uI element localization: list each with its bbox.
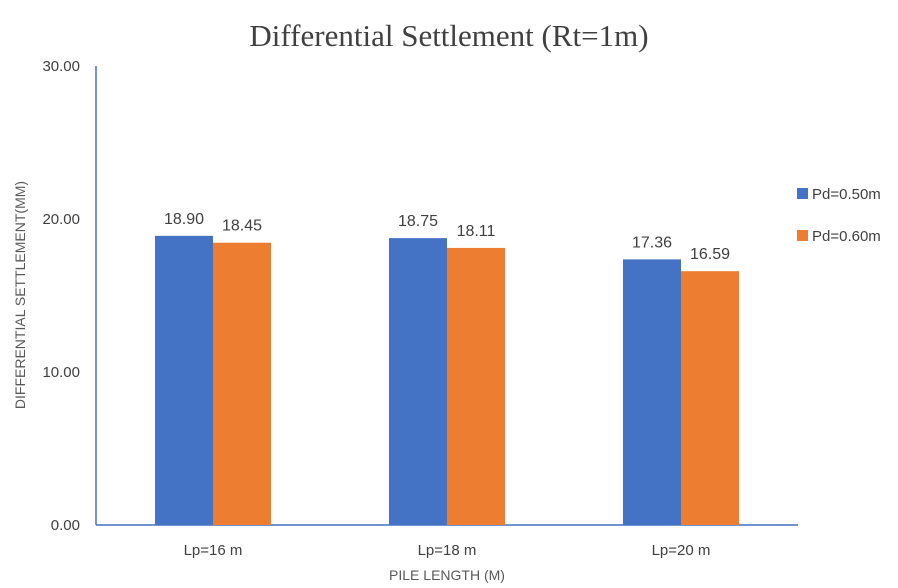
x-category-label: Lp=20 m xyxy=(652,542,711,559)
bar-pd-0-60m-lp-16-m xyxy=(213,242,271,525)
data-label: 18.45 xyxy=(222,218,262,235)
legend-swatch xyxy=(797,188,808,199)
data-label: 18.75 xyxy=(398,213,438,230)
bar-pd-0-60m-lp-18-m xyxy=(447,247,505,526)
x-axis-title: PILE LENGTH (M) xyxy=(389,567,505,583)
bar-pd-0-50m-lp-18-m xyxy=(389,238,447,525)
data-label: 18.90 xyxy=(164,211,204,228)
legend: Pd=0.50m Pd=0.60m xyxy=(797,186,881,245)
x-category-labels: Lp=16 m Lp=18 m Lp=20 m xyxy=(184,542,711,559)
y-axis-title: DIFFERENTIAL SETTLEMENT(MM) xyxy=(12,181,28,409)
legend-swatch xyxy=(797,230,808,241)
data-label: 17.36 xyxy=(632,234,672,251)
x-category-label: Lp=16 m xyxy=(184,542,243,559)
y-tick-label: 30.00 xyxy=(42,58,80,75)
y-tick-label: 0.00 xyxy=(51,517,80,534)
legend-label: Pd=0.50m xyxy=(812,186,881,203)
y-tick-labels: 0.00 10.00 20.00 30.00 xyxy=(42,58,80,534)
y-tick-label: 20.00 xyxy=(42,211,80,228)
data-label: 18.11 xyxy=(457,223,496,240)
x-category-label: Lp=18 m xyxy=(418,542,477,559)
data-labels: 18.90 18.45 18.75 18.11 17.36 16.59 xyxy=(164,211,730,263)
bar-pd-0-60m-lp-20-m xyxy=(681,271,739,525)
legend-label: Pd=0.60m xyxy=(812,228,881,245)
chart-title: Differential Settlement (Rt=1m) xyxy=(249,18,648,53)
bar-pd-0-50m-lp-16-m xyxy=(155,235,213,525)
data-label: 16.59 xyxy=(690,246,730,263)
bar-series xyxy=(155,235,739,526)
bar-pd-0-50m-lp-20-m xyxy=(623,259,681,525)
y-tick-label: 10.00 xyxy=(42,364,80,381)
